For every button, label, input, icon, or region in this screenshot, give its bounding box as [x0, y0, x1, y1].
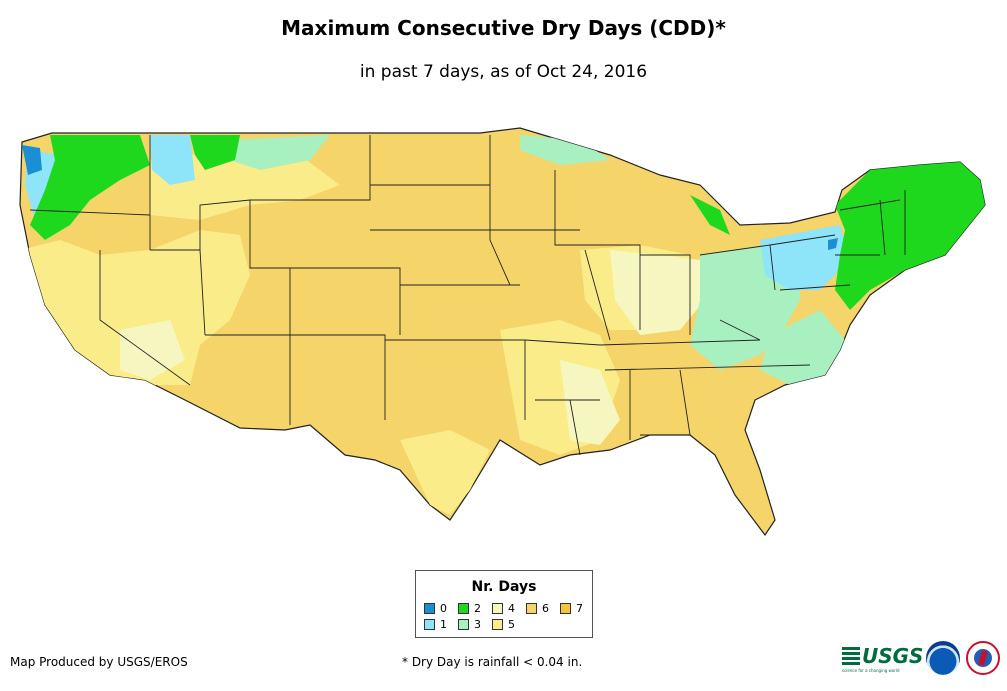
usgs-wave-icon: [842, 647, 860, 667]
legend-item-5: 5: [492, 619, 522, 631]
cdd-zone-5-plains: [150, 150, 340, 220]
legend-swatch: [526, 603, 537, 614]
cdd-zone-0-ny: [828, 238, 838, 250]
cdd-zone-3-north: [520, 135, 610, 165]
legend-label: 1: [440, 618, 447, 631]
legend-label: 5: [508, 618, 515, 631]
noaa-logo: [926, 641, 960, 675]
legend-swatch: [492, 603, 503, 614]
cdd-zone-5-west: [20, 230, 250, 385]
cdd-zone-3-pnw: [230, 135, 330, 170]
state-boundaries: [29, 135, 906, 456]
cdd-zone-2-michigan: [690, 195, 730, 235]
map-credit: Map Produced by USGS/EROS: [10, 655, 188, 669]
legend-label: 3: [474, 618, 481, 631]
cdd-zone-3-mid-atlantic: [760, 310, 845, 385]
cdd-zone-1-idaho: [150, 135, 195, 185]
cdd-zone-4-ohio: [610, 250, 705, 335]
legend-label: 4: [508, 602, 515, 615]
legend-item-4: 4: [492, 603, 522, 615]
legend-item-7: 7: [560, 603, 590, 615]
cdd-zone-4-nevada: [120, 320, 185, 380]
cdd-zone-2-new-england: [835, 160, 985, 310]
legend-swatch: [458, 619, 469, 630]
map-title: Maximum Consecutive Dry Days (CDD)*: [281, 16, 726, 40]
legend-swatch: [424, 619, 435, 630]
cdd-zone-4-south: [560, 360, 620, 445]
legend-item-6: 6: [526, 603, 556, 615]
legend-item-3: 3: [458, 619, 488, 631]
legend-item-1: 1: [424, 619, 454, 631]
legend-label: 0: [440, 602, 447, 615]
legend-label: 2: [474, 602, 481, 615]
cdd-zone-2-montana: [190, 135, 240, 170]
cdd-zone-5-texas: [400, 430, 490, 515]
legend-swatch: [492, 619, 503, 630]
legend-swatch: [458, 603, 469, 614]
legend-label: 6: [542, 602, 549, 615]
legend-item-2: 2: [458, 603, 488, 615]
us-cdd-map: [19, 127, 986, 537]
usgs-wordmark: USGS: [862, 644, 924, 668]
cdd-zone-0-wa-coast: [22, 145, 42, 175]
legend-title: Nr. Days: [471, 579, 537, 595]
legend-swatch: [424, 603, 435, 614]
legend-swatch: [560, 603, 571, 614]
cdd-zone-1-pa-ny: [760, 225, 850, 290]
map-legend: Nr. Days 0 1 2 3 4 5 6 7: [415, 570, 593, 638]
nws-logo: [966, 641, 1000, 675]
map-subtitle: in past 7 days, as of Oct 24, 2016: [359, 62, 648, 82]
usgs-tagline: science for a changing world: [842, 668, 900, 673]
dry-day-note: * Dry Day is rainfall < 0.04 in.: [402, 655, 583, 669]
agency-logos: USGS science for a changing world: [842, 640, 1002, 680]
usgs-logo: USGS science for a changing world: [842, 644, 923, 673]
legend-label: 7: [576, 602, 583, 615]
cdd-zone-2-pnw: [30, 135, 150, 240]
legend-item-0: 0: [424, 603, 454, 615]
